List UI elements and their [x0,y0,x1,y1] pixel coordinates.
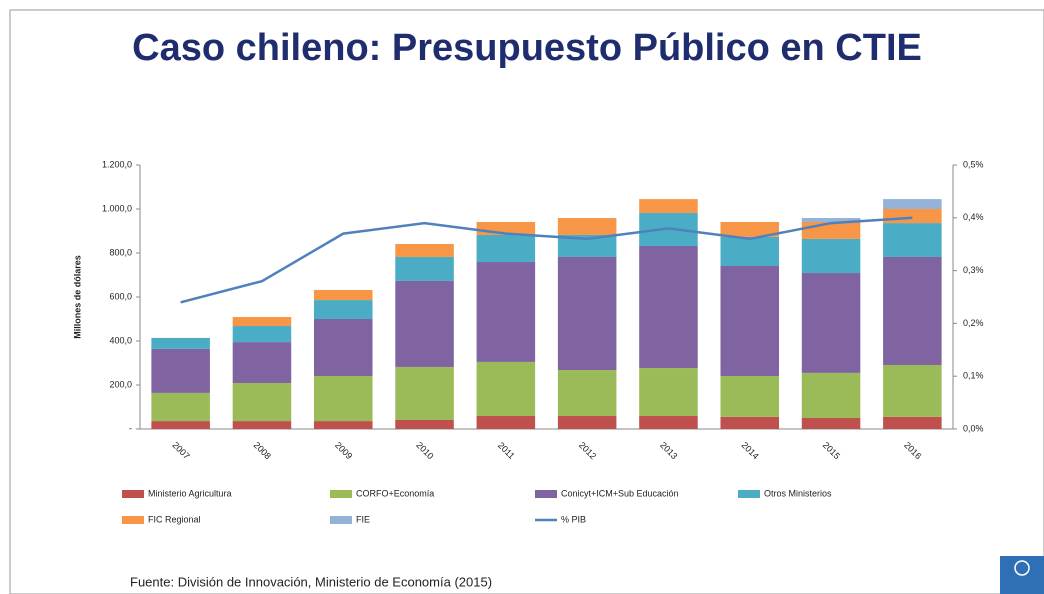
bar-segment [801,221,861,239]
y2-tick-label: 0,0% [963,423,984,433]
y-tick-label: 600,0 [109,291,132,301]
bar-segment [557,234,617,257]
y-tick-label: - [129,423,132,433]
bar-segment [395,243,454,257]
bar-segment [232,342,292,384]
y-tick-label: 200,0 [109,379,132,389]
bar-segment [801,218,861,222]
bar-segment [557,256,617,371]
legend-label: Otros Ministerios [764,488,832,498]
y-tick-label: 400,0 [109,335,132,345]
y2-tick-label: 0,3% [963,265,984,275]
bar-segment [476,361,536,417]
bar-segment [883,416,942,429]
legend-swatch [330,516,352,524]
bar-segment [557,416,617,429]
legend-label: CORFO+Economía [356,488,434,498]
bar-segment [720,221,780,237]
bar-segment [313,375,373,422]
bar-segment [151,392,210,422]
bar-segment [313,300,373,319]
bar-segment [883,223,942,257]
bar-segment [151,337,210,349]
line-series [180,216,913,304]
bar-segment [313,421,373,429]
bar-segment [720,375,780,417]
bar-segment [151,421,210,429]
bar-segment [232,421,292,429]
bar-segment [395,280,454,367]
bar-segment [557,218,617,235]
bar-segment [313,319,373,376]
bar-segment [313,289,373,301]
legend-swatch [122,516,144,524]
bar-segment [395,419,454,429]
bar-segment [639,199,698,213]
bar-segment [232,383,292,422]
bar-segment [883,256,942,365]
y-axis-label: Millones de dólares [72,255,82,339]
bar-segment [557,370,617,417]
bar-segment [883,364,942,417]
legend-label: Ministerio Agricultura [148,488,232,498]
bar-segment [232,317,292,327]
legend-swatch [738,490,760,498]
y-tick-label: 1.000,0 [102,203,132,213]
bar-segment [639,368,698,417]
y2-tick-label: 0,1% [963,371,984,381]
bar-segment [476,416,536,429]
y2-tick-label: 0,5% [963,159,984,169]
bar-segment [639,245,698,369]
bar-segment [232,326,292,343]
legend-swatch [330,490,352,498]
legend-label: FIE [356,514,370,524]
bar-segment [883,209,942,224]
legend-label: % PIB [561,514,586,524]
bar-segment [395,256,454,281]
legend-swatch [122,490,144,498]
bar-segment [801,418,861,429]
bar-segment [720,265,780,376]
legend-label: Conicyt+ICM+Sub Educación [561,488,679,498]
bar-segment [720,236,780,266]
bar-segment [639,416,698,429]
y2-tick-label: 0,2% [963,318,984,328]
bar-segment [883,199,942,209]
legend-swatch [535,490,557,498]
y-tick-label: 800,0 [109,247,132,257]
logo-emblem [1014,560,1030,576]
bar-segment [151,348,210,393]
legend-label: FIC Regional [148,514,201,524]
source-note: Fuente: División de Innovación, Minister… [130,574,492,589]
bar-segment [801,238,861,274]
bar-segment [720,416,780,429]
bar-segment [395,366,454,420]
slide-title: Caso chileno: Presupuesto Público en CTI… [132,27,922,69]
y-tick-label: 1.200,0 [102,159,132,169]
bar-segment [801,372,861,418]
bar-segment [476,234,536,263]
bar-segment [801,273,861,373]
y2-tick-label: 0,4% [963,212,984,222]
bar-segment [476,262,536,362]
